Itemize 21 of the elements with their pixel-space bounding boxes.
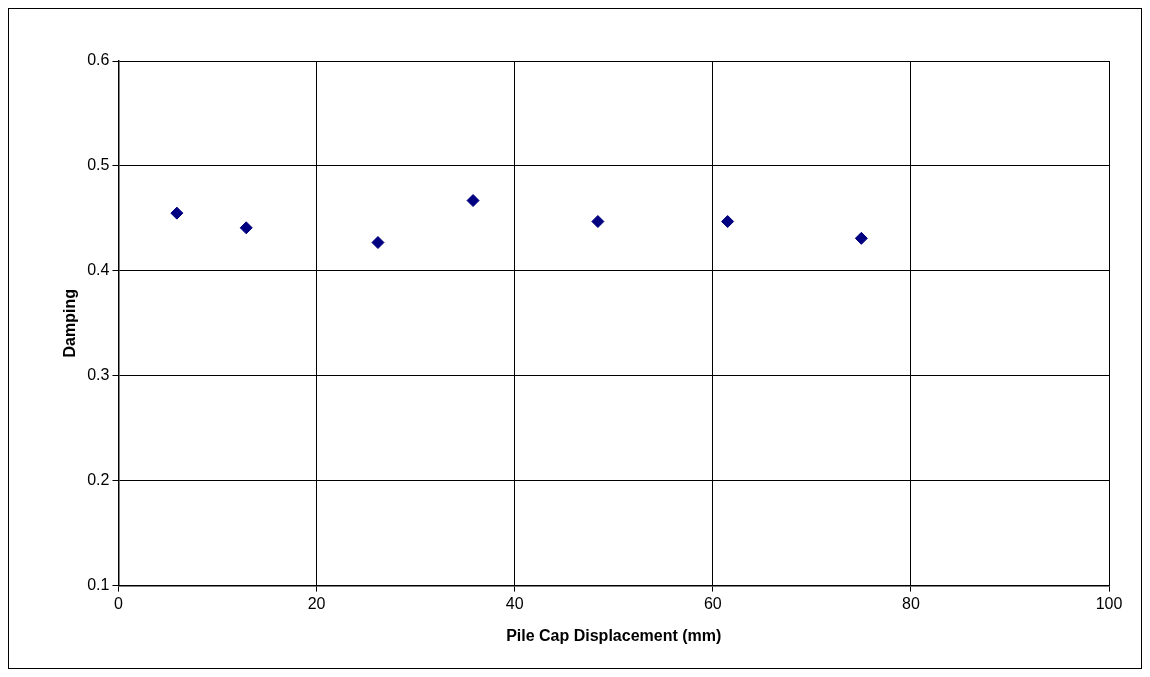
x-tick-label: 100: [1095, 594, 1123, 612]
x-tick-label: 60: [703, 594, 722, 612]
point: [466, 194, 480, 208]
x-tick-label: 40: [505, 594, 524, 612]
point: [170, 206, 184, 220]
point: [721, 215, 735, 229]
x-tick-label: 80: [901, 594, 920, 612]
x-tick-label: 20: [307, 594, 326, 612]
point: [591, 215, 605, 229]
y-tick-label: 0.5: [87, 156, 110, 174]
x-axis-title: Pile Cap Displacement (mm): [506, 626, 722, 644]
x-tick-label: 0: [113, 594, 123, 612]
point: [371, 236, 385, 250]
point: [854, 231, 868, 245]
y-tick-label: 0.6: [87, 51, 110, 69]
y-axis-title: Damping: [61, 289, 79, 358]
y-tick-label: 0.1: [87, 576, 110, 594]
y-tick-label: 0.2: [87, 471, 110, 489]
y-tick-label: 0.3: [87, 366, 110, 384]
y-tick-label: 0.4: [87, 261, 110, 279]
point: [239, 221, 253, 235]
